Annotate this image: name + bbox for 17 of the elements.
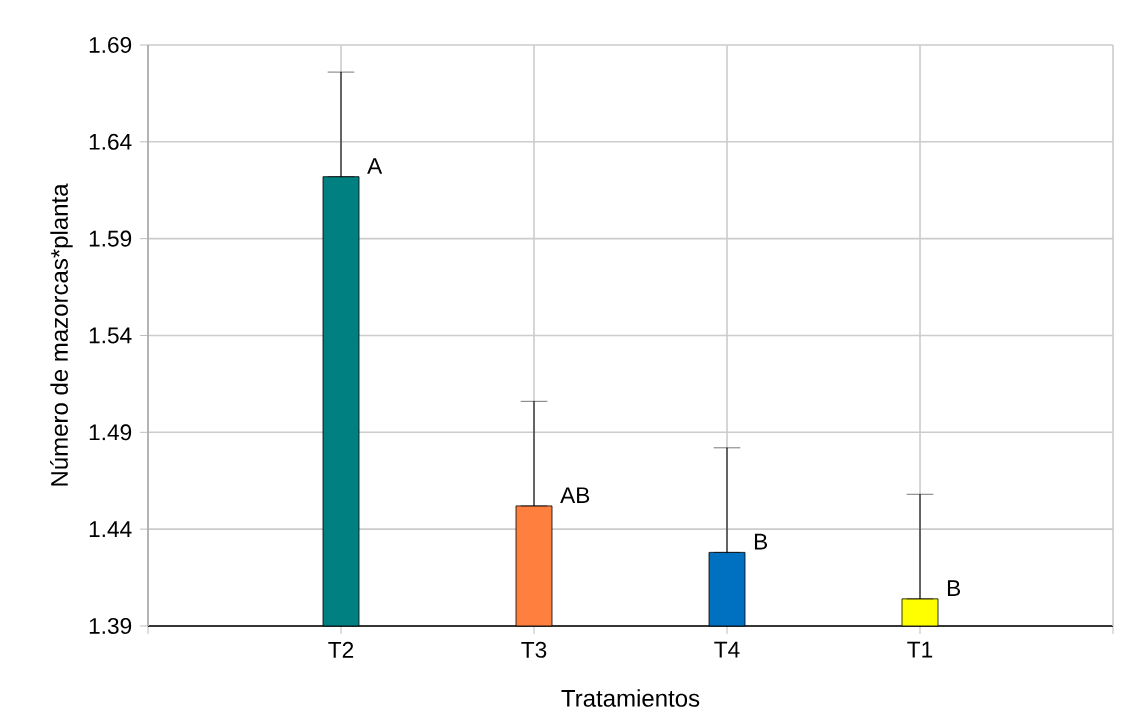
x-axis-title: Tratamientos bbox=[561, 689, 700, 707]
annotation: B bbox=[754, 533, 768, 550]
y-tick-label: 1.44 bbox=[89, 521, 132, 537]
x-tick-label: T1 bbox=[907, 641, 933, 658]
y-axis-title: Número de mazorcas*planta bbox=[50, 183, 73, 486]
annotation: A bbox=[367, 158, 383, 174]
y-tick-label: 1.69 bbox=[89, 36, 132, 54]
y-tick-label: 1.64 bbox=[89, 133, 132, 150]
x-tick-label: T4 bbox=[714, 641, 740, 658]
annotation: AB bbox=[560, 487, 590, 503]
y-tick-label: 1.54 bbox=[89, 327, 132, 344]
y-tick-label: 1.59 bbox=[89, 230, 132, 247]
y-tick-label: 1.39 bbox=[89, 617, 132, 635]
x-tick-label: T3 bbox=[521, 641, 547, 658]
x-tick-label: T2 bbox=[328, 641, 354, 658]
annotation: B bbox=[947, 580, 961, 596]
y-tick-label: 1.49 bbox=[89, 424, 132, 441]
